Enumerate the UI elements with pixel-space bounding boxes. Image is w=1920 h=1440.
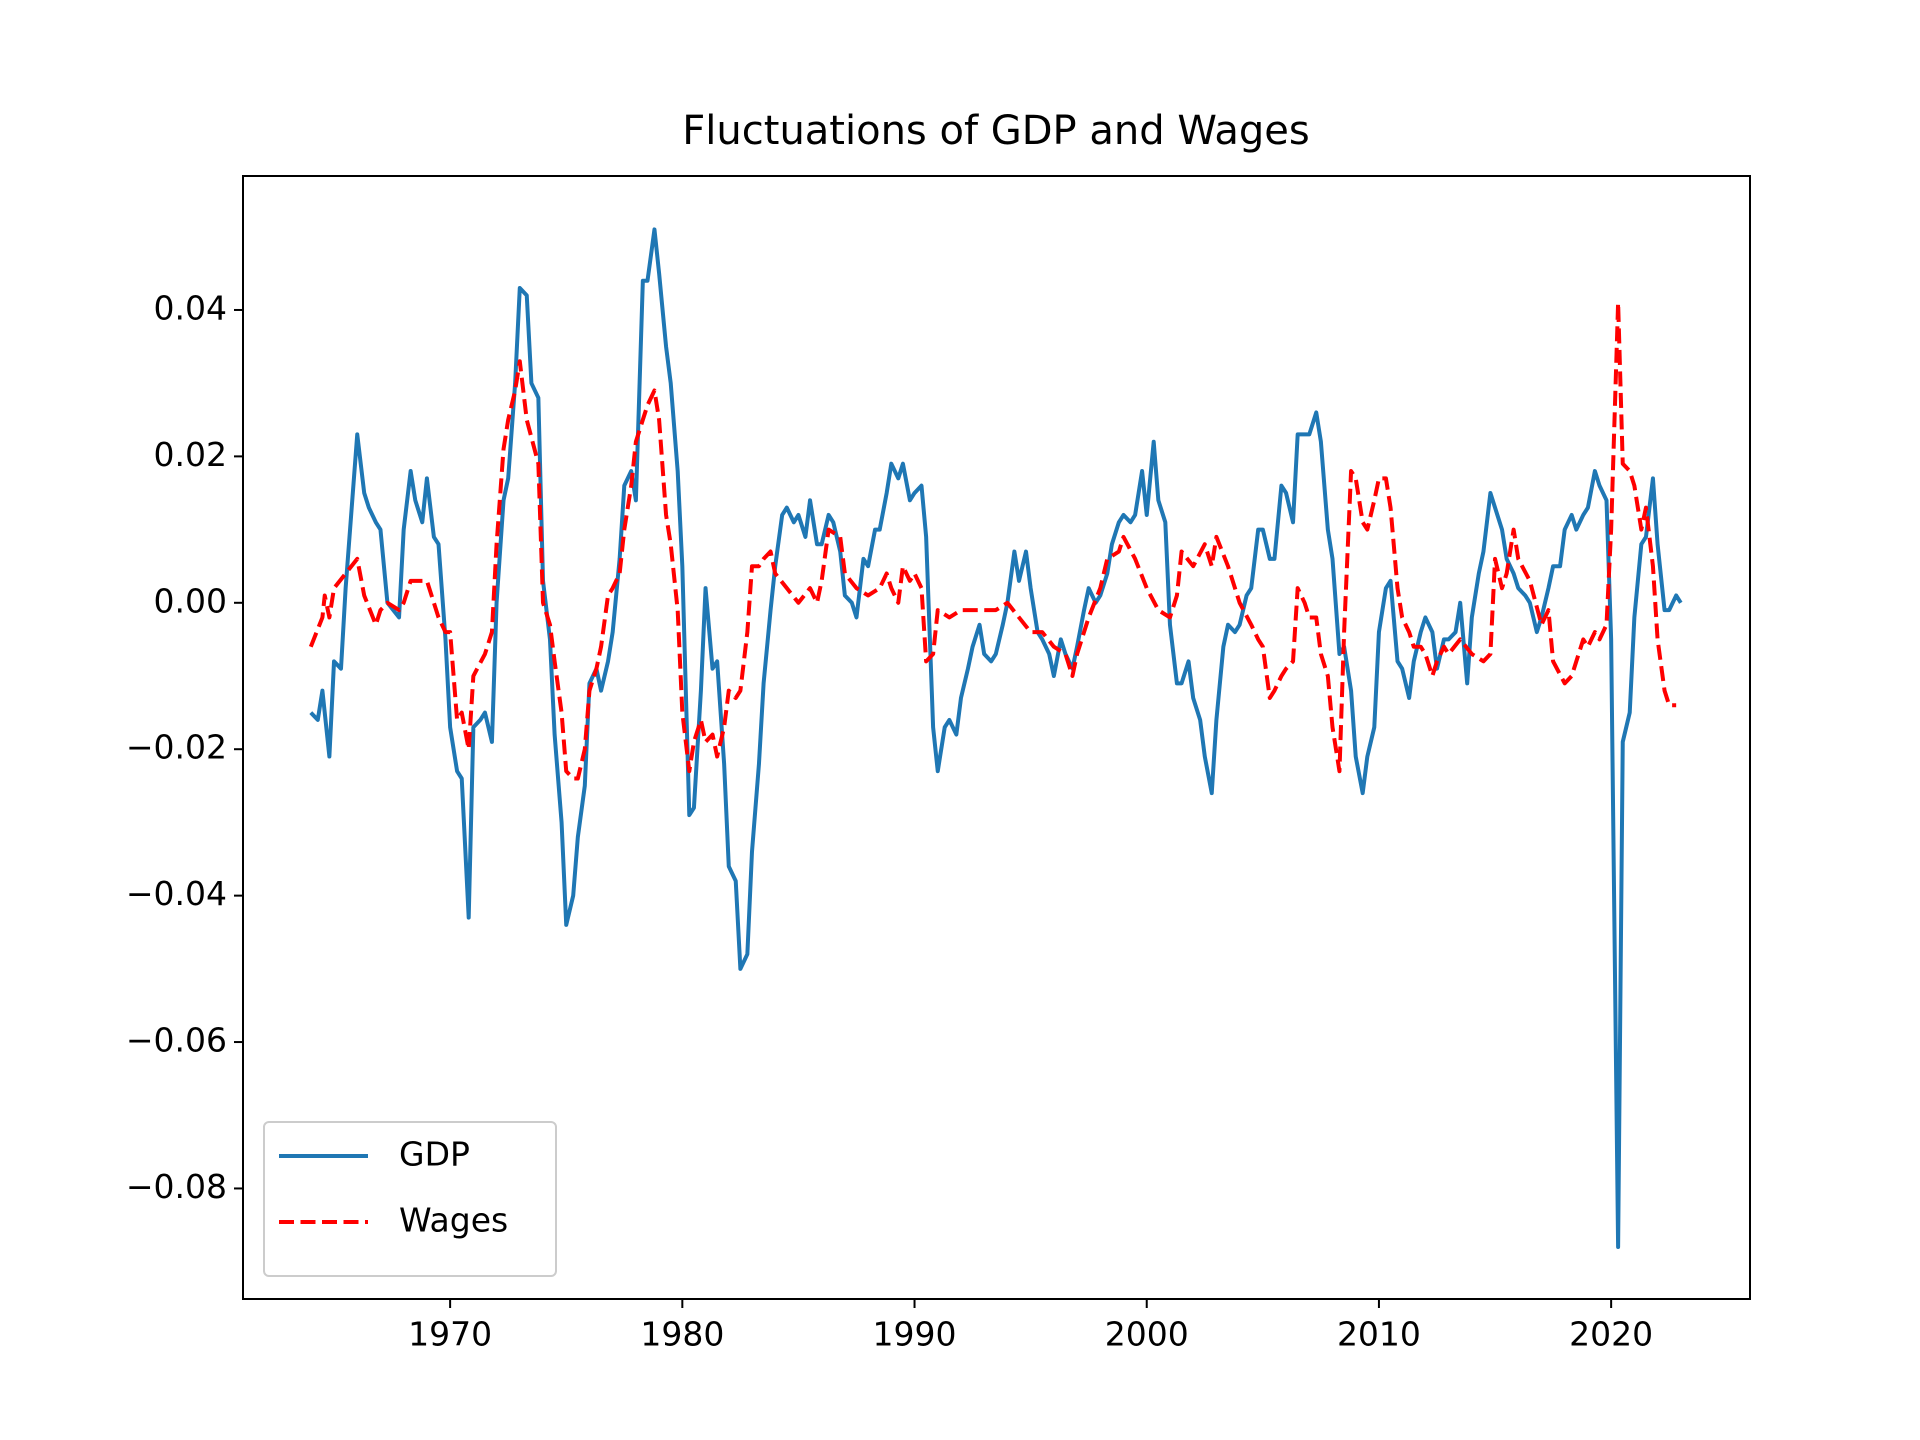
y-tick-label: 0.02 xyxy=(154,435,227,474)
x-tick-label: 2010 xyxy=(1337,1315,1421,1354)
y-tick-label: 0.00 xyxy=(154,581,227,620)
x-tick-label: 2020 xyxy=(1569,1315,1653,1354)
legend-label: Wages xyxy=(399,1201,508,1240)
plot-area xyxy=(308,227,1683,1250)
y-tick-label: 0.04 xyxy=(154,288,227,327)
y-tick-label: −0.04 xyxy=(126,874,227,913)
legend-box xyxy=(263,1121,557,1277)
x-tick-label: 1990 xyxy=(873,1315,957,1354)
x-tick-label: 2000 xyxy=(1105,1315,1189,1354)
axes-frame xyxy=(242,175,1751,1300)
x-tick-label: 1980 xyxy=(640,1315,724,1354)
x-tick-label: 1970 xyxy=(408,1315,492,1354)
chart-title: Fluctuations of GDP and Wages xyxy=(682,108,1309,154)
data-line xyxy=(308,300,1677,781)
y-tick-label: −0.02 xyxy=(126,728,227,767)
y-tick-label: −0.06 xyxy=(126,1021,227,1060)
y-tick-label: −0.08 xyxy=(126,1167,227,1206)
legend-label: GDP xyxy=(399,1135,470,1174)
